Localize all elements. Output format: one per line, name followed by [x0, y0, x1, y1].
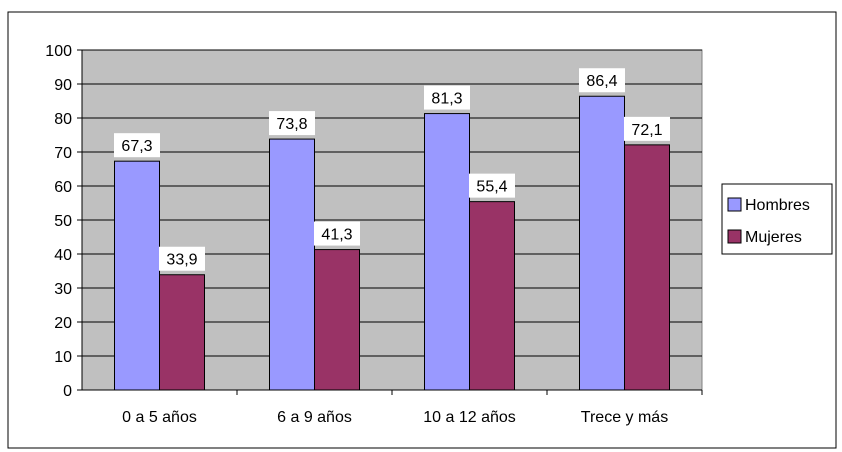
bar-hombres — [269, 138, 315, 391]
data-label: 86,4 — [586, 73, 617, 90]
x-tick-label: Trece y más — [581, 409, 668, 426]
bar-hombres — [424, 113, 470, 391]
bar-hombres — [114, 160, 160, 391]
data-label-background — [624, 116, 670, 141]
y-tick-label: 10 — [54, 349, 72, 366]
y-tick-label: 20 — [54, 315, 72, 332]
data-label-background — [424, 85, 470, 110]
legend-swatch-mujeres — [727, 229, 742, 244]
data-label-background — [269, 111, 315, 136]
bar-mujeres — [624, 144, 670, 391]
y-tick-label: 70 — [54, 145, 72, 162]
y-tick-label: 100 — [45, 43, 72, 60]
y-tick-label: 90 — [54, 77, 72, 94]
x-tick-label: 6 a 9 años — [277, 409, 352, 426]
bar-mujeres — [159, 274, 205, 391]
x-tick-label: 10 a 12 años — [423, 409, 516, 426]
data-label: 55,4 — [476, 179, 507, 196]
y-tick-label: 0 — [63, 383, 72, 400]
data-label: 41,3 — [321, 227, 352, 244]
legend-label-hombres: Hombres — [745, 197, 810, 214]
x-tick-labels: 0 a 5 años 6 a 9 años 10 a 12 años Trece y … — [122, 409, 668, 426]
data-label: 33,9 — [166, 252, 197, 269]
y-tick-label: 40 — [54, 247, 72, 264]
data-label-background — [469, 173, 515, 198]
data-label-background — [159, 246, 205, 271]
y-tick-labels: 0 10 20 30 40 50 60 70 80 90 100 — [45, 43, 72, 400]
data-label: 81,3 — [431, 91, 462, 108]
data-label: 72,1 — [631, 122, 662, 139]
bar-mujeres — [314, 249, 360, 391]
axes — [77, 49, 703, 395]
data-label-background — [114, 133, 160, 158]
x-tick-label: 0 a 5 años — [122, 409, 197, 426]
legend-label-mujeres: Mujeres — [745, 229, 802, 246]
y-tick-label: 30 — [54, 281, 72, 298]
legend: Hombres Mujeres — [721, 183, 833, 255]
legend-swatch-hombres — [727, 197, 742, 212]
data-label-background — [579, 68, 625, 93]
data-label: 67,3 — [121, 138, 152, 155]
data-label-background — [314, 221, 360, 246]
bar-hombres — [579, 95, 625, 391]
bar-mujeres — [469, 201, 515, 391]
data-labels: 67,3 33,9 73,8 41,3 81,3 55,4 86,4 72,1 — [114, 68, 670, 271]
y-tick-label: 50 — [54, 213, 72, 230]
y-tick-label: 80 — [54, 111, 72, 128]
y-tick-label: 60 — [54, 179, 72, 196]
data-label: 73,8 — [276, 116, 307, 133]
